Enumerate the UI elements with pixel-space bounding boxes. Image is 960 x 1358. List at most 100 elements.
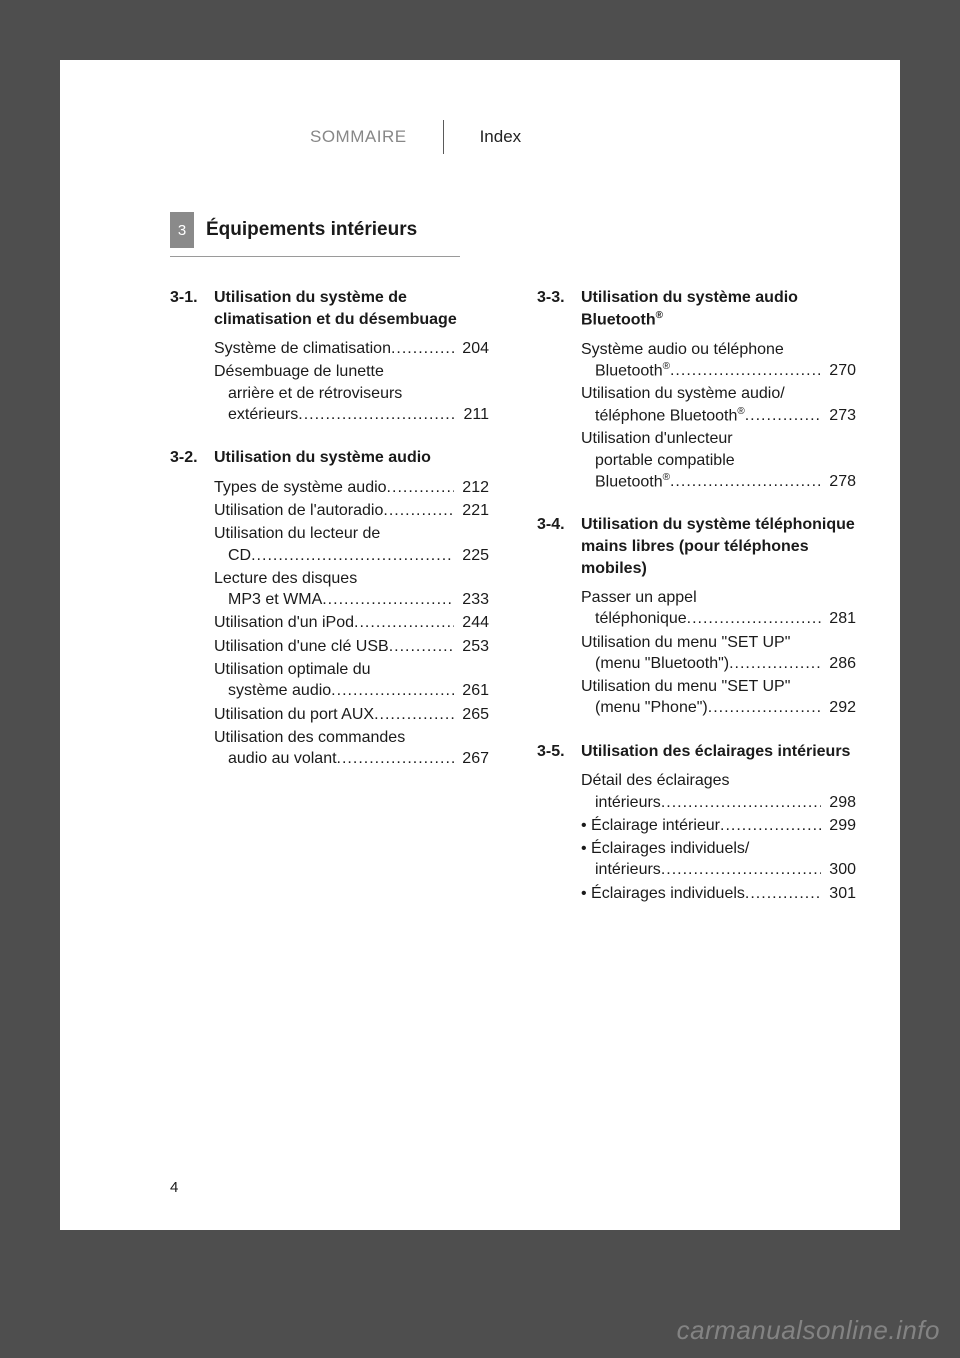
toc-entry: Utilisation du menu "SET UP"(menu "Bluet…: [581, 632, 856, 675]
watermark: carmanualsonline.info: [677, 1315, 940, 1346]
toc-entry-page: 265: [454, 704, 489, 725]
toc-entry-text: intérieurs: [595, 792, 661, 813]
toc-entry-page: 281: [821, 608, 856, 629]
leader-dots: ........................................…: [661, 859, 821, 880]
leader-dots: ........................................…: [729, 653, 821, 674]
toc-entry: Éclairages individuels .................…: [581, 883, 856, 904]
toc-entry-text: MP3 et WMA: [228, 589, 322, 610]
toc-entry-page: 300: [821, 859, 856, 880]
header-sommaire: SOMMAIRE: [310, 120, 443, 154]
toc-entry: Système de climatisation ...............…: [214, 338, 489, 359]
leader-dots: ........................................…: [322, 589, 454, 610]
toc-entry: Utilisation des commandesaudio au volant…: [214, 727, 489, 770]
page-header: SOMMAIRE Index: [310, 120, 856, 154]
leader-dots: ........................................…: [331, 680, 454, 701]
section-heading: 3-1.Utilisation du système de climatisat…: [170, 287, 489, 330]
toc-entry-text: extérieurs: [228, 404, 298, 425]
toc-entry: Utilisation d'une clé USB ..............…: [214, 636, 489, 657]
toc-entry-page: 301: [821, 883, 856, 904]
leader-dots: ........................................…: [374, 704, 454, 725]
toc-entry: Désembuage de lunettearrière et de rétro…: [214, 361, 489, 425]
toc-entry-text: Éclairages individuels: [581, 883, 745, 904]
leader-dots: ........................................…: [298, 404, 455, 425]
leader-dots: ........................................…: [720, 815, 821, 836]
toc-entry-text: Éclairage intérieur: [581, 815, 720, 836]
toc-section: 3-4.Utilisation du système téléphonique …: [537, 514, 856, 718]
toc-entry-page: 212: [454, 477, 489, 498]
toc-entry-page: 221: [454, 500, 489, 521]
section-heading: 3-3.Utilisation du système audio Bluetoo…: [537, 287, 856, 331]
toc-entry-text: audio au volant: [228, 748, 337, 769]
toc-columns: 3-1.Utilisation du système de climatisat…: [170, 287, 856, 926]
chapter-tab: 3 Équipements intérieurs: [170, 212, 856, 248]
right-column: 3-3.Utilisation du système audio Bluetoo…: [537, 287, 856, 926]
leader-dots: ........................................…: [687, 608, 822, 629]
section-entries: Types de système audio .................…: [170, 477, 489, 769]
toc-entry-page: 267: [454, 748, 489, 769]
toc-entry-page: 270: [821, 360, 856, 381]
toc-entry-page: 278: [821, 471, 856, 492]
section-entries: Détail des éclairagesintérieurs ........…: [537, 770, 856, 904]
section-entries: Système de climatisation ...............…: [170, 338, 489, 425]
toc-entry: Éclairage intérieur ....................…: [581, 815, 856, 836]
toc-entry-text: CD: [228, 545, 251, 566]
section-number: 3-3.: [537, 287, 581, 331]
toc-section: 3-3.Utilisation du système audio Bluetoo…: [537, 287, 856, 492]
toc-entry-page: 273: [821, 405, 856, 426]
section-title: Utilisation du système téléphonique main…: [581, 514, 856, 579]
section-entries: Système audio ou téléphoneBluetooth® ...…: [537, 339, 856, 493]
toc-entry-text: Utilisation du port AUX: [214, 704, 374, 725]
toc-entry: Utilisation du menu "SET UP"(menu "Phone…: [581, 676, 856, 719]
toc-entry: Passer un appeltéléphonique ............…: [581, 587, 856, 630]
page-number: 4: [170, 1179, 178, 1196]
leader-dots: ........................................…: [337, 748, 455, 769]
leader-dots: ........................................…: [670, 360, 821, 381]
leader-dots: ........................................…: [661, 792, 821, 813]
toc-section: 3-2.Utilisation du système audio Types de…: [170, 447, 489, 769]
chapter-title: Équipements intérieurs: [194, 219, 417, 241]
toc-entry-text: téléphone Bluetooth®: [595, 405, 745, 427]
section-title: Utilisation du système audio: [214, 447, 489, 469]
section-number: 3-5.: [537, 741, 581, 763]
section-title: Utilisation du système audio Bluetooth®: [581, 287, 856, 331]
section-title: Utilisation du système de climatisation …: [214, 287, 489, 330]
toc-entry-text: Bluetooth®: [595, 471, 670, 493]
leader-dots: ........................................…: [251, 545, 454, 566]
toc-entry-text: téléphonique: [595, 608, 687, 629]
toc-entry-page: 225: [454, 545, 489, 566]
toc-entry: Utilisation optimale dusystème audio ...…: [214, 659, 489, 702]
chapter-number: 3: [170, 212, 194, 248]
toc-entry: Détail des éclairagesintérieurs ........…: [581, 770, 856, 813]
toc-entry: Utilisation d'unlecteurportable compatib…: [581, 428, 856, 492]
toc-entry-text: (menu "Bluetooth"): [595, 653, 729, 674]
toc-entry-text: système audio: [228, 680, 331, 701]
section-heading: 3-4.Utilisation du système téléphonique …: [537, 514, 856, 579]
toc-entry-text: Système de climatisation: [214, 338, 391, 359]
toc-entry-page: 253: [454, 636, 489, 657]
toc-entry-page: 211: [455, 404, 489, 425]
section-title: Utilisation des éclairages intérieurs: [581, 741, 856, 763]
toc-entry: Utilisation du système audio/téléphone B…: [581, 383, 856, 426]
section-entries: Passer un appeltéléphonique ............…: [537, 587, 856, 719]
chapter-underline: [170, 256, 460, 257]
section-heading: 3-2.Utilisation du système audio: [170, 447, 489, 469]
toc-entry: Utilisation d'un iPod ..................…: [214, 612, 489, 633]
leader-dots: ........................................…: [670, 471, 821, 492]
toc-entry: Utilisation du lecteur deCD ............…: [214, 523, 489, 566]
section-number: 3-1.: [170, 287, 214, 330]
toc-entry-page: 286: [821, 653, 856, 674]
toc-entry-page: 299: [821, 815, 856, 836]
toc-entry: Lecture des disquesMP3 et WMA ..........…: [214, 568, 489, 611]
section-number: 3-2.: [170, 447, 214, 469]
toc-entry-page: 244: [454, 612, 489, 633]
leader-dots: ........................................…: [391, 338, 454, 359]
toc-entry-page: 261: [454, 680, 489, 701]
section-heading: 3-5.Utilisation des éclairages intérieur…: [537, 741, 856, 763]
toc-section: 3-5.Utilisation des éclairages intérieur…: [537, 741, 856, 904]
leader-dots: ........................................…: [708, 697, 822, 718]
toc-entry-page: 204: [454, 338, 489, 359]
toc-entry-text: Bluetooth®: [595, 360, 670, 382]
toc-entry: Utilisation du port AUX ................…: [214, 704, 489, 725]
toc-entry-page: 292: [821, 697, 856, 718]
toc-entry-text: Types de système audio: [214, 477, 387, 498]
